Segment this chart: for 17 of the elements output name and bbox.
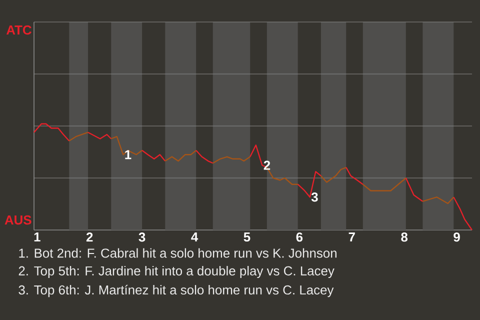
ref-line-label: ATC [6,25,32,35]
x-tick-label: 7 [348,232,355,242]
x-tick-label: 5 [244,232,250,242]
x-tick-label: 6 [296,232,303,242]
x-tick-label: 9 [454,232,460,242]
text: 3. Top 6th: J. Martínez hit a solo home run vs C. Lacey [18,284,334,298]
annotation: 2 [264,160,270,170]
text: 2. Top 5th: F. Jardine hit into a double play vs C. Lacey [18,266,334,278]
x-tick-label: 2 [86,232,93,242]
annotation: 1 [125,150,132,160]
x-tick-label: 3 [138,232,146,242]
x-tick-label: 1 [34,232,40,242]
text: AUS [4,215,32,225]
text: 1. Bot 2nd: F. Cabral hit a solo home run vs K. Johnson [19,248,336,258]
x-tick-label: 4 [191,232,198,242]
annotation: 3 [311,192,318,202]
x-tick-label: 8 [401,232,408,242]
